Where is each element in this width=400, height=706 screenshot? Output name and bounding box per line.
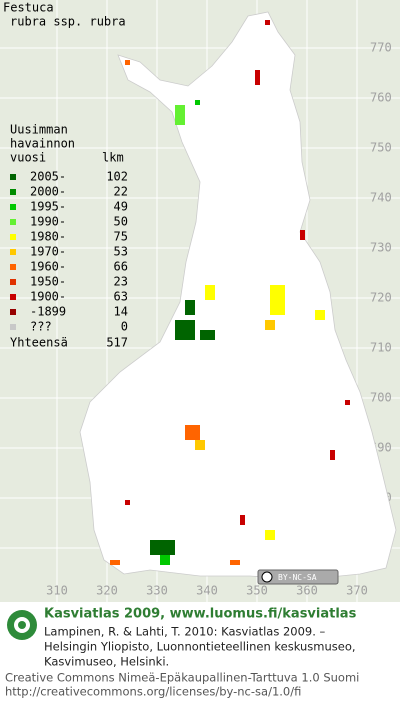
- legend-count: 14: [114, 305, 128, 319]
- citation-line: Helsingin Yliopisto, Luonnontieteellinen…: [44, 640, 356, 654]
- x-label: 340: [196, 584, 218, 598]
- license-badge: BY-NC-SA: [257, 569, 339, 585]
- legend-count: 0: [121, 320, 128, 334]
- y-label: 740: [370, 191, 392, 205]
- y-label: 720: [370, 291, 392, 305]
- legend-swatch: [10, 294, 16, 300]
- legend-count-heading: lkm: [102, 151, 124, 165]
- legend-swatch: [10, 264, 16, 270]
- x-label: 350: [246, 584, 268, 598]
- legend-total-label: Yhteensä: [10, 336, 68, 350]
- legend-swatch: [10, 204, 16, 210]
- legend-label: 1990-: [30, 215, 66, 229]
- license-badge-text: BY-NC-SA: [278, 573, 317, 582]
- legend-count: 63: [114, 290, 128, 304]
- y-label: 770: [370, 41, 392, 55]
- site-title: Kasviatlas 2009, www.luomus.fi/kasviatla…: [44, 607, 357, 622]
- legend-heading: havainnon: [10, 137, 75, 151]
- legend-swatch: [10, 309, 16, 315]
- legend-label: 1980-: [30, 230, 66, 244]
- legend-heading: Uusimman: [10, 123, 68, 137]
- y-label: 730: [370, 241, 392, 255]
- y-label: 700: [370, 391, 392, 405]
- x-label: 330: [146, 584, 168, 598]
- legend-label: -1899: [30, 305, 66, 319]
- citation-line: Lampinen, R. & Lahti, T. 2010: Kasviatla…: [44, 625, 326, 639]
- y-label: 710: [370, 341, 392, 355]
- legend-label: 2000-: [30, 185, 66, 199]
- legend-swatch: [10, 279, 16, 285]
- x-label: 360: [296, 584, 318, 598]
- legend-swatch: [10, 234, 16, 240]
- legend-count: 75: [114, 230, 128, 244]
- footer: Lampinen, R. & Lahti, T. 2010: Kasviatla…: [5, 625, 359, 699]
- legend-label: 1960-: [30, 260, 66, 274]
- legend-swatch: [10, 219, 16, 225]
- legend-heading: vuosi: [10, 151, 46, 165]
- legend-label: 1970-: [30, 245, 66, 259]
- y-label: 760: [370, 91, 392, 105]
- license-line: http://creativecommons.org/licenses/by-n…: [5, 685, 301, 699]
- citation-line: Kasvimuseo, Helsinki.: [44, 655, 169, 669]
- title: Festuca: [3, 1, 54, 15]
- legend-swatch: [10, 189, 16, 195]
- legend-count: 49: [114, 200, 128, 214]
- legend-label: ???: [30, 320, 52, 334]
- license-line: Creative Commons Nimeä-Epäkaupallinen-Ta…: [5, 671, 359, 685]
- legend-total: 517: [106, 336, 128, 350]
- legend-count: 66: [114, 260, 128, 274]
- legend-count: 23: [114, 275, 128, 289]
- legend-label: 1995-: [30, 200, 66, 214]
- legend-swatch: [10, 324, 16, 330]
- legend-swatch: [10, 249, 16, 255]
- y-label: 750: [370, 141, 392, 155]
- legend-count: 102: [106, 170, 128, 184]
- finland-outline: [79, 11, 397, 581]
- logo: [7, 610, 37, 640]
- legend-count: 50: [114, 215, 128, 229]
- title: rubra ssp. rubra: [10, 15, 126, 29]
- legend-label: 1900-: [30, 290, 66, 304]
- x-label: 310: [46, 584, 68, 598]
- legend-count: 22: [114, 185, 128, 199]
- legend-label: 2005-: [30, 170, 66, 184]
- observation-squares: [110, 20, 350, 565]
- legend-count: 53: [114, 245, 128, 259]
- x-label: 370: [346, 584, 368, 598]
- x-label: 320: [96, 584, 118, 598]
- legend-label: 1950-: [30, 275, 66, 289]
- legend-swatch: [10, 174, 16, 180]
